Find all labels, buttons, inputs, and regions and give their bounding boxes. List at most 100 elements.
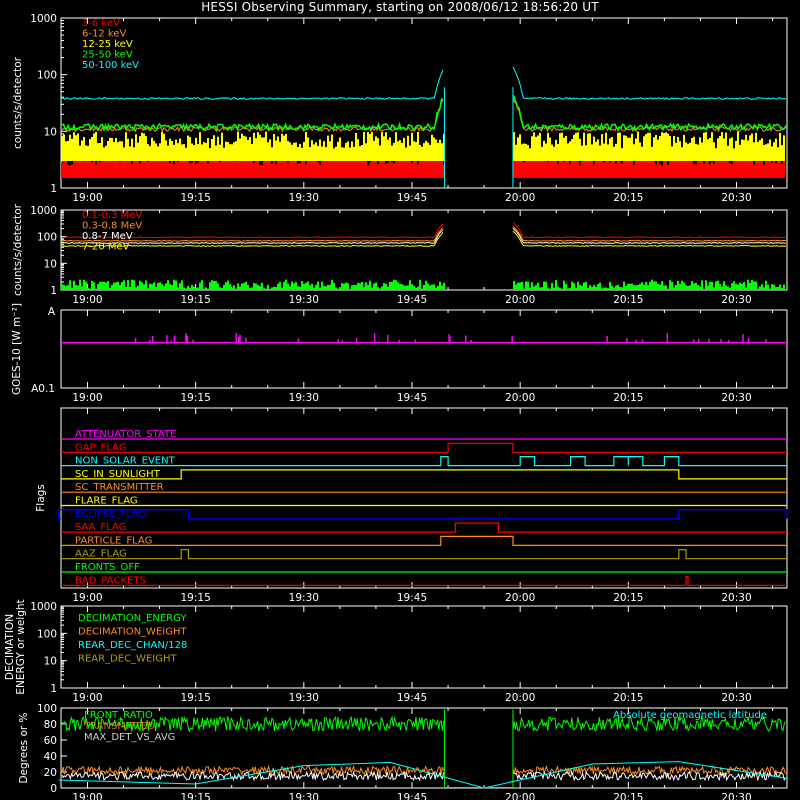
- series-12-25-kev: [61, 131, 785, 161]
- panel-dec-ylabel: DECIMATION: [4, 614, 16, 680]
- legend-0.8-7-MeV: 0.8-7 MeV: [82, 231, 133, 242]
- panel-low-ylabel: counts/s/detector: [12, 56, 24, 149]
- legend-max-det: MAX_DET_VS_AVG: [84, 732, 175, 743]
- panel-dec-ytick-label: 10: [44, 656, 57, 668]
- panel-ratio-ytick-label: 0: [50, 783, 57, 795]
- panel-dec-xtick-label: 20:00: [505, 692, 535, 704]
- panel-high-ylabel: counts/s/detector: [12, 203, 24, 296]
- flag-label-flare_flag: FLARE_FLAG: [75, 496, 138, 507]
- flag-label-non_solar_event: NON_SOLAR_EVENT: [75, 456, 176, 467]
- panel-ratio-ylabel: Degrees or %: [18, 712, 30, 783]
- flag-line-particle_flag: [61, 535, 787, 546]
- panel-dec-ytick-label: 1: [50, 683, 57, 695]
- flag-label-saa_flag: SAA_FLAG: [75, 522, 126, 533]
- legend-50-100-keV: 50-100 keV: [82, 60, 139, 71]
- panel-goes-xtick-label: 19:00: [72, 392, 102, 404]
- legend-rear-dec-weight: REAR_DEC_WEIGHT: [78, 654, 177, 665]
- panel-high-ytick-label: 10: [44, 258, 57, 270]
- goes-ytick-label: A0.1: [31, 383, 55, 395]
- legend-front-ratio: FRONT_RATIO: [84, 710, 153, 721]
- flag-label-gap_flag: GAP_FLAG: [75, 442, 127, 453]
- panel-goes-ylabel: GOES-10 [W m⁻²]: [11, 303, 23, 395]
- panel-low-xtick-label: 19:45: [397, 192, 427, 204]
- flag-line-saa_flag: [61, 522, 787, 533]
- panel-low-ytick-label: 1000: [30, 13, 57, 25]
- legend-6-12-keV: 6-12 keV: [82, 29, 126, 40]
- panel-low-ytick-label: 100: [37, 70, 57, 82]
- panel-flags-ylabel: Flags: [35, 484, 47, 512]
- series-ratio-white: [61, 770, 786, 782]
- panel-ratio-xtick-label: 19:15: [181, 792, 211, 800]
- panel-high-ytick-label: 1000: [30, 205, 57, 217]
- panel-flags-xtick-label: 20:00: [505, 592, 535, 604]
- series-ratio-front_ratio: [61, 715, 786, 733]
- panel-low-xtick-label: 19:00: [72, 192, 102, 204]
- panel-flags-frame: [60, 407, 788, 589]
- panel-goes-xtick-label: 20:30: [721, 392, 751, 404]
- legend-0.1-0.3-MeV: 0.1-0.3 MeV: [82, 210, 142, 221]
- legend-transmitted: TRANSMITTED: [83, 721, 155, 732]
- panel-ratio-ytick-label: 100: [37, 703, 57, 715]
- panel-goes-xtick-label: 19:15: [181, 392, 211, 404]
- flag-line-bad_packets: [61, 575, 787, 586]
- flag-label-aaz_flag: AAZ_FLAG: [75, 549, 127, 560]
- panel-high-xtick-label: 20:30: [721, 294, 751, 306]
- legend-3-6-keV: 3-6 keV: [82, 18, 120, 29]
- legend-decimation-weight: DECIMATION_WEIGHT: [78, 627, 187, 638]
- flag-line-aaz_flag: [61, 549, 787, 560]
- legend-25-50-keV: 25-50 keV: [82, 50, 133, 61]
- panel-high-ytick-label: 1: [50, 285, 57, 297]
- series-high-green: [61, 279, 785, 290]
- gap-marker: [444, 787, 513, 788]
- flag-label-sc_in_sunlight: SC_IN_SUNLIGHT: [75, 469, 161, 480]
- panel-low-xtick-label: 19:15: [181, 192, 211, 204]
- panel-ratio-ytick-label: 40: [44, 751, 57, 763]
- panel-dec-xtick-label: 20:30: [721, 692, 751, 704]
- panel-high-xtick-label: 20:00: [505, 294, 535, 306]
- flag-line-eclipse_flag: [58, 509, 788, 520]
- panel-flags-xtick-label: 19:30: [289, 592, 319, 604]
- flag-label-particle_flag: PARTICLE_FLAG: [75, 535, 152, 546]
- panel-ratio-xtick-label: 20:00: [505, 792, 535, 800]
- series-7-20-MeV: [61, 230, 787, 247]
- series-0.8-7-MeV: [61, 227, 787, 244]
- series-geomagnetic-latitude: [58, 761, 788, 789]
- panel-ratio-xtick-label: 20:15: [613, 792, 643, 800]
- flag-line-gap_flag: [61, 442, 787, 453]
- series-3-6-kev: [61, 145, 785, 179]
- series-25-50-kev: [61, 94, 787, 132]
- panel-dec-ytick-label: 1000: [30, 601, 57, 613]
- chart-title: HESSI Observing Summary, starting on 200…: [201, 0, 599, 14]
- panel-flags-xtick-label: 19:45: [397, 592, 427, 604]
- flag-line-non_solar_event: [61, 456, 787, 467]
- series-0.1-0.3-MeV: [62, 222, 787, 239]
- panel-ratio-xtick-label: 19:00: [72, 792, 102, 800]
- panel-ratio-xtick-label: 20:30: [721, 792, 751, 800]
- panel-dec-xtick-label: 19:45: [397, 692, 427, 704]
- panel-low-ytick-label: 1: [50, 183, 57, 195]
- panel-dec-xtick-label: 19:30: [289, 692, 319, 704]
- panel-dec-frame: [60, 605, 788, 689]
- series-ratio-orange: [61, 764, 786, 776]
- panel-goes-xtick-label: 20:15: [613, 392, 643, 404]
- panel-goes-frame: [60, 309, 788, 389]
- panel-low-frame: [60, 17, 788, 189]
- panel-low-ytick-label: 10: [44, 126, 57, 138]
- legend-7-20-MeV: 7-20 MeV: [82, 242, 130, 253]
- flag-line-sc_in_sunlight: [61, 469, 787, 480]
- panel-ratio-frame: [60, 707, 788, 789]
- panel-goes-xtick-label: 19:45: [397, 392, 427, 404]
- series-goes: [61, 332, 787, 344]
- annotation-geomagnetic-latitude: Absolute geomagnetic latitude: [613, 710, 767, 721]
- panel-ratio-xtick-label: 19:30: [289, 792, 319, 800]
- panel-dec-xtick-label: 20:15: [613, 692, 643, 704]
- panel-high-frame: [60, 209, 788, 291]
- panel-high-xtick-label: 19:00: [72, 294, 102, 306]
- flag-label-sc_transmitter: SC_TRANSMITTER: [75, 482, 164, 493]
- panel-ratio-ytick-label: 20: [44, 767, 57, 779]
- panel-high-xtick-label: 19:30: [289, 294, 319, 306]
- panel-dec-xtick-label: 19:15: [181, 692, 211, 704]
- flag-label-attenuator_state: ATTENUATOR_STATE: [75, 429, 176, 440]
- panel-high-xtick-label: 20:15: [613, 294, 643, 306]
